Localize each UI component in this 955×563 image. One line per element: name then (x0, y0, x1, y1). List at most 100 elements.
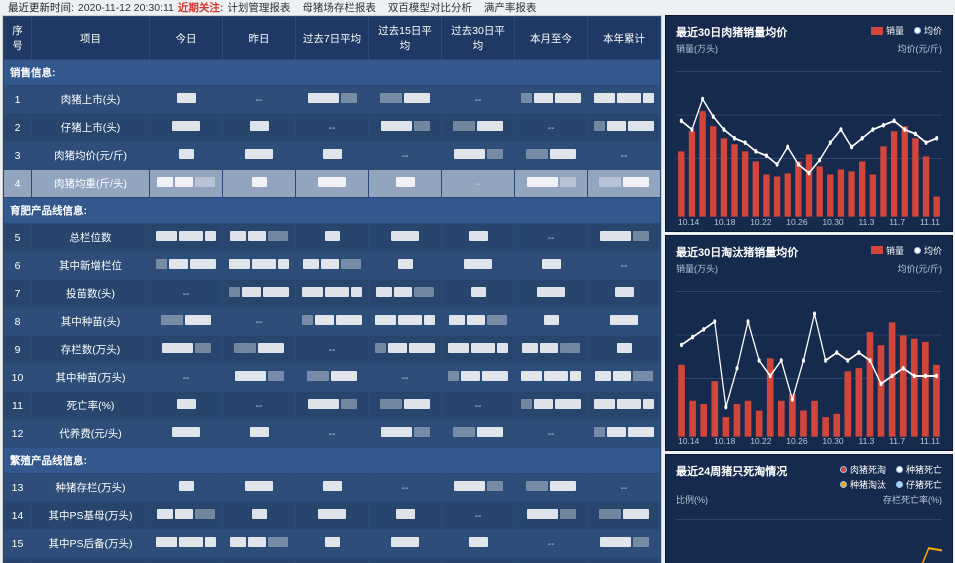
chart1-body[interactable] (676, 57, 942, 217)
table-row[interactable]: 5 总栏位数 -- (4, 224, 661, 252)
row-index-cell: 15 (4, 530, 32, 558)
data-cell (150, 170, 223, 198)
data-cell (515, 86, 588, 114)
data-cell: -- (296, 420, 369, 448)
data-cell: -- (442, 86, 515, 114)
data-cell (223, 142, 296, 170)
data-cell (296, 392, 369, 420)
chart1-legend-line[interactable]: 均价 (914, 24, 942, 37)
chart3-axis-labels: 比例(%) 存栏死亡率(%) (676, 493, 942, 506)
section-title: 销售信息: (4, 60, 661, 86)
data-cell (588, 502, 661, 530)
data-cell (150, 86, 223, 114)
chart3-legend-item-1[interactable]: 种猪死亡 (896, 463, 942, 476)
section-title: 繁殖产品线信息: (4, 448, 661, 474)
data-cell (223, 474, 296, 502)
data-cell (442, 114, 515, 142)
data-cell: -- (588, 474, 661, 502)
data-cell (296, 252, 369, 280)
chart1-legend-bar[interactable]: 销量 (871, 24, 904, 37)
col-header-7: 本月至今 (515, 17, 588, 60)
data-cell (223, 336, 296, 364)
table-header-row: 序号 项目 今日 昨日 过去7日平均 过去15日平均 过去30日平均 本月至今 … (4, 17, 661, 60)
data-cell (515, 474, 588, 502)
col-header-0: 序号 (4, 17, 32, 60)
data-cell: -- (515, 420, 588, 448)
recent-item-3[interactable]: 满产率报表 (484, 0, 537, 15)
table-row[interactable]: 13 种猪存栏(万头) -- -- (4, 474, 661, 502)
data-cell: -- (223, 392, 296, 420)
data-cell: -- (588, 252, 661, 280)
chart2-legend-bar[interactable]: 销量 (871, 244, 904, 257)
data-cell: -- (223, 308, 296, 336)
table-row[interactable]: 12 代养费(元/头) -- -- (4, 420, 661, 448)
chart2-legend-line[interactable]: 均价 (914, 244, 942, 257)
chart3-legend-item-0[interactable]: 肉猪死淘 (840, 463, 886, 476)
data-cell: -- (515, 224, 588, 252)
table-row[interactable]: 2 仔猪上市(头) -- -- (4, 114, 661, 142)
data-cell (150, 420, 223, 448)
recent-item-0[interactable]: 计划管理报表 (227, 0, 290, 15)
table-row[interactable]: 8 其中种苗(头) -- (4, 308, 661, 336)
data-cell (515, 308, 588, 336)
chart2-body[interactable] (676, 277, 942, 437)
chart2-axis-labels: 销量(万头) 均价(元/斤) (676, 262, 942, 275)
table-row[interactable]: 15 其中PS后备(万头) -- (4, 530, 661, 558)
table-row[interactable]: 16仔猪存栏(万头) -- (4, 558, 661, 563)
row-label-cell: 仔猪上市(头) (32, 114, 150, 142)
row-index-cell: 10 (4, 364, 32, 392)
data-cell (223, 530, 296, 558)
data-cell (150, 474, 223, 502)
data-cell (296, 170, 369, 198)
chart3-body[interactable] (676, 508, 942, 563)
table-row[interactable]: 6 其中新增栏位 -- (4, 252, 661, 280)
data-cell (296, 308, 369, 336)
data-cell (369, 224, 442, 252)
data-cell (369, 280, 442, 308)
recent-item-2[interactable]: 双百模型对比分析 (388, 0, 472, 15)
col-header-8: 本年累计 (588, 17, 661, 60)
chart2-header: 最近30日淘汰猪销量均价 销量 均价 (676, 244, 942, 260)
data-cell (515, 392, 588, 420)
data-cell (150, 252, 223, 280)
data-cell (515, 502, 588, 530)
breeding-pig-cull-swatch-icon (840, 481, 847, 488)
section-header-row-0: 销售信息: (4, 60, 661, 86)
data-cell: -- (223, 86, 296, 114)
table-row[interactable]: 9 存栏数(万头) -- (4, 336, 661, 364)
table-row[interactable]: 1 肉猪上市(头) -- -- (4, 86, 661, 114)
table-row[interactable]: 10 其中种苗(万头) -- -- (4, 364, 661, 392)
table-row[interactable]: 14 其中PS基母(万头) -- (4, 502, 661, 530)
data-cell: -- (442, 170, 515, 198)
row-label-cell: 仔猪存栏(万头) (32, 558, 150, 563)
data-cell (150, 142, 223, 170)
chart1-svg (676, 57, 942, 217)
data-cell (369, 86, 442, 114)
row-index-cell: 8 (4, 308, 32, 336)
table-row[interactable]: 4 肉猪均重(斤/头) -- (4, 170, 661, 198)
data-cell: -- (150, 280, 223, 308)
data-cell (588, 420, 661, 448)
data-cell (515, 336, 588, 364)
data-cell (369, 392, 442, 420)
sales-volume-swatch-icon (871, 27, 883, 35)
chart3-legend-item-3[interactable]: 仔猪死亡 (896, 478, 942, 491)
table-row[interactable]: 3 肉猪均价(元/斤) -- -- (4, 142, 661, 170)
data-cell (223, 502, 296, 530)
row-index-cell: 16 (4, 558, 32, 563)
data-cell (442, 280, 515, 308)
data-cell (588, 170, 661, 198)
top-info-bar: 最近更新时间: 2020-11-12 20:30:11 近期关注: 计划管理报表… (0, 0, 955, 15)
data-cell (296, 364, 369, 392)
chart3-legend-item-2[interactable]: 种猪淘汰 (840, 478, 886, 491)
data-cell (223, 224, 296, 252)
data-cell (588, 114, 661, 142)
data-cell (369, 170, 442, 198)
table-row[interactable]: 11 死亡率(%) -- -- (4, 392, 661, 420)
data-cell: -- (369, 474, 442, 502)
table-row[interactable]: 7 投苗数(头) -- (4, 280, 661, 308)
col-header-4: 过去7日平均 (296, 17, 369, 60)
recent-item-1[interactable]: 母猪场存栏报表 (302, 0, 376, 15)
section-title: 育肥产品线信息: (4, 198, 661, 224)
row-index-cell: 12 (4, 420, 32, 448)
